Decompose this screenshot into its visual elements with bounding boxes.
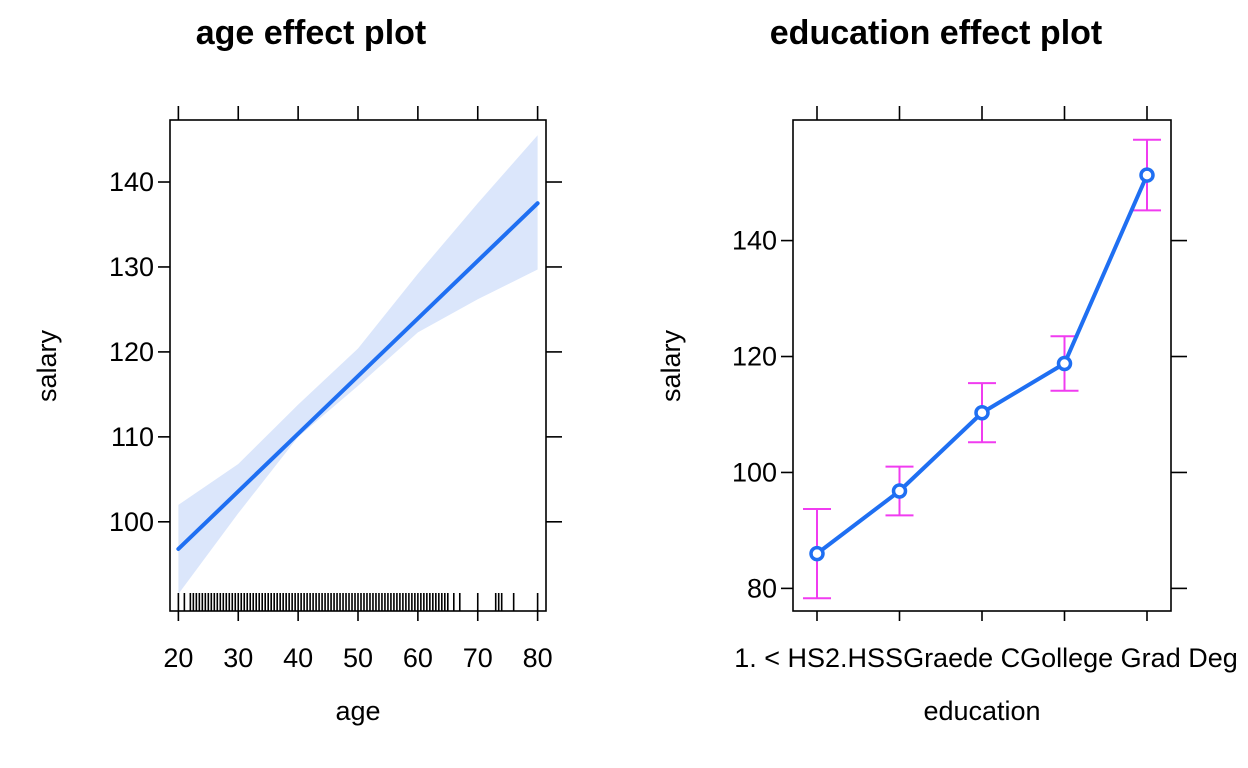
age-y-tick-label: 130 (109, 252, 154, 282)
age-y-ticks: 100 110 120 130 140 (109, 167, 562, 537)
education-y-tick-label: 140 (732, 226, 777, 256)
education-x-tick-labels: 1. < HS2.HSSGraede CGollege Grad Deg (734, 643, 1238, 673)
education-error-bars-layer (803, 138, 1161, 600)
education-line-layer (815, 174, 1149, 556)
education-x-axis-label: education (923, 696, 1040, 726)
age-y-tick-label: 120 (109, 337, 154, 367)
education-plot-frame (792, 119, 1172, 612)
age-effect-panel: age effect plot 20 30 40 50 60 70 80 100 110 120… (32, 14, 562, 726)
age-x-tick-label: 30 (223, 643, 253, 673)
education-point (1139, 167, 1155, 183)
education-point (1056, 355, 1073, 372)
age-y-tick-label: 110 (111, 422, 154, 452)
age-fit-line-layer (176, 201, 540, 551)
age-x-tick-label: 80 (523, 643, 553, 673)
age-confidence-band (178, 135, 538, 595)
age-x-tick-label: 60 (403, 643, 433, 673)
age-confidence-band-layer (178, 135, 538, 595)
education-y-axis-label: salary (656, 329, 686, 402)
education-point (974, 404, 990, 421)
education-effect-line (815, 174, 1149, 556)
age-y-axis-label: salary (32, 329, 62, 402)
education-x-ticks (816, 106, 1148, 621)
age-y-tick-label: 140 (109, 167, 154, 197)
age-x-axis-label: age (335, 696, 380, 726)
education-y-ticks: 80 100 120 140 (732, 226, 1187, 603)
education-point (809, 545, 825, 562)
education-plot-title: education effect plot (770, 14, 1102, 52)
age-x-tick-label: 50 (343, 643, 373, 673)
age-rug-layer (177, 593, 539, 611)
age-x-tick-label: 40 (283, 643, 313, 673)
education-effect-panel: education effect plot 80 100 120 140 1. < H… (656, 14, 1238, 726)
education-y-tick-label: 100 (732, 457, 777, 487)
age-x-tick-label: 20 (163, 643, 193, 673)
age-y-tick-label: 100 (109, 507, 154, 537)
age-x-tick-label: 70 (463, 643, 493, 673)
age-fit-line (176, 201, 540, 551)
education-y-tick-label: 80 (747, 573, 777, 603)
age-x-ticks: 20 30 40 50 60 70 80 (163, 106, 553, 673)
education-point (891, 483, 908, 499)
age-plot-title: age effect plot (196, 14, 426, 52)
education-points-layer (809, 167, 1155, 562)
education-y-tick-label: 120 (732, 342, 777, 372)
